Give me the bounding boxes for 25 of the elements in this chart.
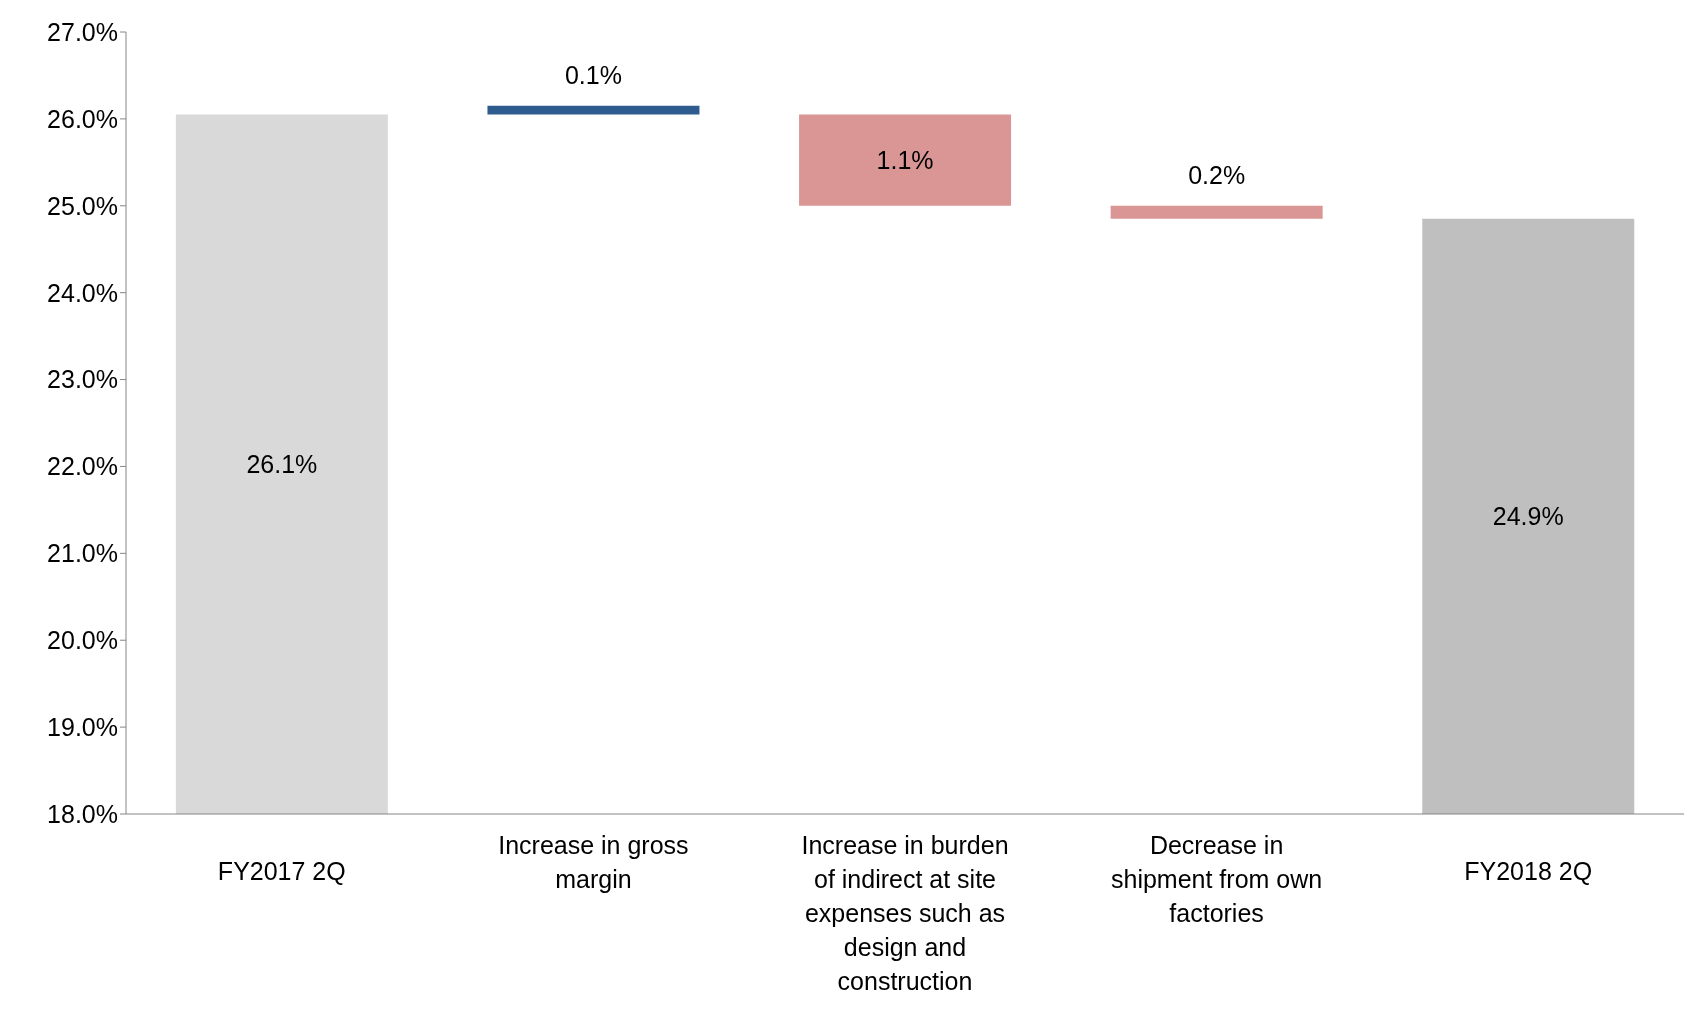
y-tick-label: 23.0%: [47, 365, 118, 394]
bar: [799, 114, 1012, 206]
y-tick-label: 24.0%: [47, 278, 118, 307]
data-label: 24.9%: [1492, 502, 1564, 531]
y-tick-label: 21.0%: [47, 539, 118, 568]
y-tick-label: 27.0%: [47, 17, 118, 46]
x-tick-label: FY2018 2Q: [1464, 857, 1593, 885]
data-label: 0.2%: [1188, 160, 1246, 189]
y-tick-label: 26.0%: [47, 104, 118, 133]
bar: [487, 105, 700, 115]
x-tick-label: Decrease in shipment from own factories: [1111, 831, 1323, 927]
x-tick-label: Increase in gross margin: [498, 831, 689, 893]
y-tick-label: 20.0%: [47, 626, 118, 655]
x-tick-label: FY2017 2Q: [217, 857, 346, 885]
bar: [1110, 205, 1323, 219]
x-tick-label: Increase in burden of indirect at site expenses such as design and construction: [801, 831, 1009, 995]
bar: [175, 114, 388, 814]
y-tick-label: 18.0%: [47, 799, 118, 828]
data-label: 1.1%: [876, 146, 934, 175]
y-tick-label: 19.0%: [47, 712, 118, 741]
y-tick-label: 25.0%: [47, 191, 118, 220]
data-label: 26.1%: [246, 450, 318, 479]
y-tick-label: 22.0%: [47, 452, 118, 481]
data-label: 0.1%: [564, 60, 622, 89]
bar: [1422, 218, 1635, 814]
